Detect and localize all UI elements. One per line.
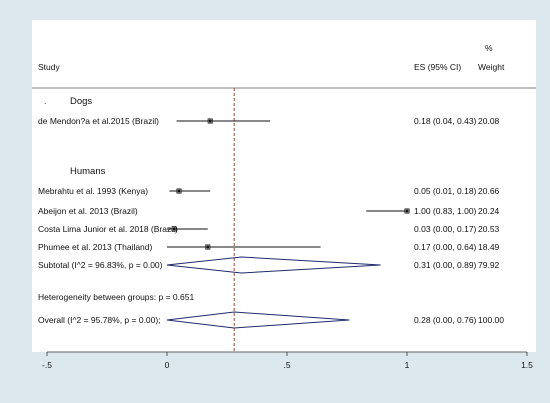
study-label: de Mendon?a et al.2015 (Brazil) (38, 116, 159, 126)
es-value: 0.18 (0.04, 0.43) (414, 116, 477, 126)
es-value: 0.17 (0.00, 0.64) (414, 242, 477, 252)
overall-es-value: 0.28 (0.00, 0.76) (414, 315, 477, 325)
overall-weight-value: 100.00 (478, 315, 504, 325)
header-study: Study (38, 62, 60, 72)
plot-area (32, 20, 536, 352)
heterogeneity-label: Heterogeneity between groups: p = 0.651 (38, 292, 194, 302)
study-label: Phumee et al. 2013 (Thailand) (38, 242, 153, 252)
subtotal-label: Subtotal (I^2 = 96.83%, p = 0.00) (38, 260, 163, 270)
effect-point (177, 189, 181, 193)
group-dogs-label: Dogs (70, 96, 92, 107)
es-value: 0.03 (0.00, 0.17) (414, 224, 477, 234)
study-label: Mebrahtu et al. 1993 (Kenya) (38, 186, 148, 196)
group-humans-label: Humans (70, 166, 106, 177)
header-weight-symbol: % (485, 43, 493, 53)
es-value: 1.00 (0.83, 1.00) (414, 206, 477, 216)
effect-point (206, 245, 210, 249)
weight-value: 20.24 (478, 206, 500, 216)
subtotal-weight-value: 79.92 (478, 260, 500, 270)
weight-value: 18.49 (478, 242, 500, 252)
es-value: 0.05 (0.01, 0.18) (414, 186, 477, 196)
header-weight: Weight (478, 62, 505, 72)
study-label: Costa Lima Junior et al. 2018 (Brazil) (38, 224, 178, 234)
overall-diamond (166, 311, 350, 329)
header-es: ES (95% CI) (414, 62, 461, 72)
weight-value: 20.08 (478, 116, 500, 126)
effect-point (208, 119, 212, 123)
study-label: Abeijon et al. 2013 (Brazil) (38, 206, 138, 216)
weight-value: 20.66 (478, 186, 500, 196)
x-tick-label: 1.5 (521, 360, 533, 370)
subtotal-diamond (166, 256, 381, 274)
x-tick-label: .5 (283, 360, 290, 370)
overall-label: Overall (I^2 = 95.78%, p = 0.00); (38, 315, 161, 325)
x-tick-label: -.5 (42, 360, 52, 370)
group-dogs-marker: . (44, 96, 46, 106)
subtotal-es-value: 0.31 (0.00, 0.89) (414, 260, 477, 270)
effect-point (405, 209, 409, 213)
chart-marks: de Mendon?a et al.2015 (Brazil) 0.18 (0.0… (38, 88, 533, 370)
weight-value: 20.53 (478, 224, 500, 234)
effect-point (172, 227, 176, 231)
x-tick-label: 1 (405, 360, 410, 370)
x-tick-label: 0 (165, 360, 170, 370)
